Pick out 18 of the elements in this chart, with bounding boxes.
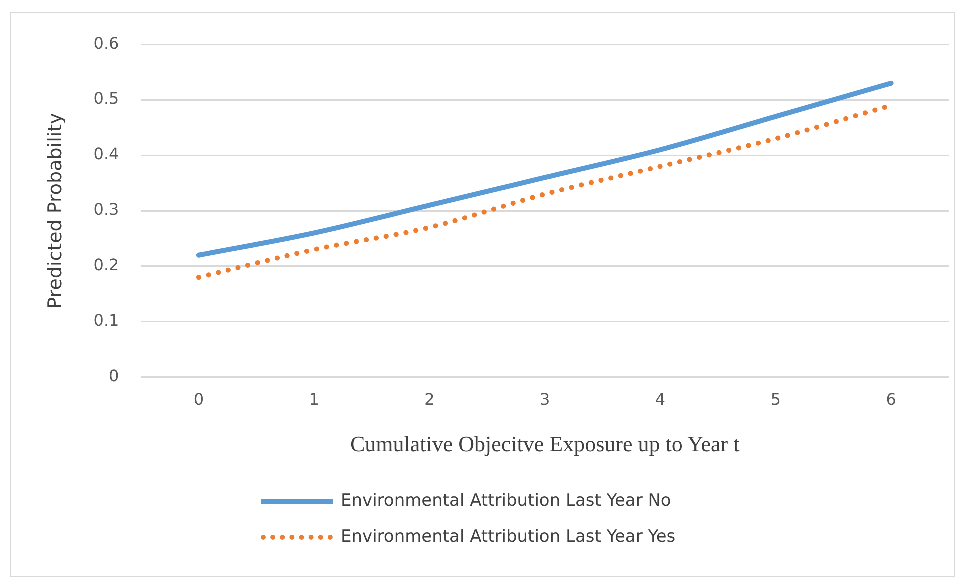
x-tick-label: 3 bbox=[540, 390, 550, 410]
x-tick-label: 0 bbox=[194, 390, 204, 410]
y-tick-label: 0.6 bbox=[94, 34, 120, 53]
y-tick-label: 0.3 bbox=[94, 200, 120, 220]
y-axis-title: Predicted Probability bbox=[44, 113, 66, 309]
y-tick-label: 0.2 bbox=[94, 256, 120, 275]
y-tick-label: 0.4 bbox=[94, 144, 120, 164]
legend-label: Environmental Attribution Last Year Yes bbox=[341, 527, 676, 547]
y-tick-label: 0 bbox=[109, 366, 120, 386]
x-tick-label: 2 bbox=[424, 390, 435, 410]
legend-label: Environmental Attribution Last Year No bbox=[341, 491, 672, 511]
x-tick-label: 4 bbox=[655, 390, 666, 410]
x-axis-title: Cumulative Objecitve Exposure up to Year t bbox=[350, 432, 740, 457]
y-tick-label: 0.5 bbox=[94, 89, 120, 108]
x-tick-label: 6 bbox=[886, 390, 896, 410]
x-tick-label: 5 bbox=[770, 390, 782, 410]
x-tick-label: 1 bbox=[309, 390, 320, 410]
y-tick-label: 0.1 bbox=[94, 311, 120, 330]
